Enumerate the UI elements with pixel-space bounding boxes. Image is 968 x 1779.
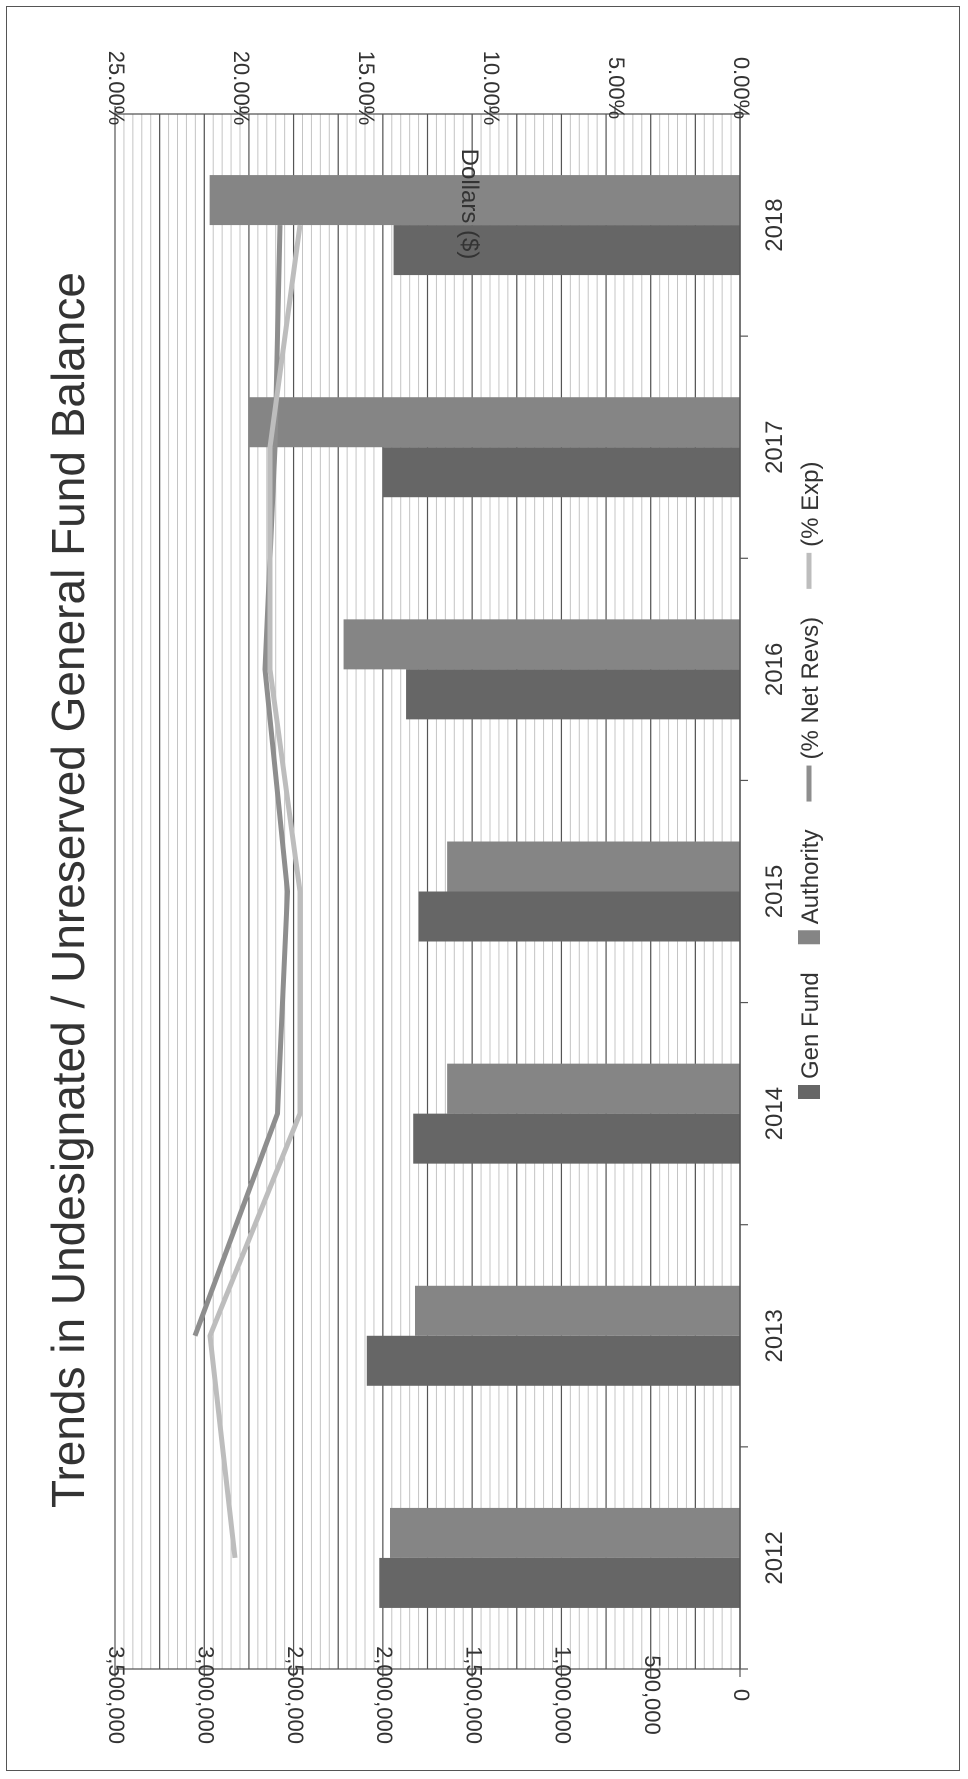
y-axis-label: Dollars ($) [456,149,483,260]
x-tick-label-2017: 2017 [761,421,788,474]
x-tick-label-2012: 2012 [761,1531,788,1584]
x-tick-label-2013: 2013 [761,1309,788,1362]
bar-authority-2018 [209,175,740,226]
axes: 2012 2013 2014 2015 2016 2017 2018 0 500,000 1,00… [104,51,788,1744]
y2-tick-label: 15.00% [354,51,379,126]
y-tick-label: 2,000,000 [372,1646,397,1744]
bar-gen-fund-2012 [379,1557,740,1608]
x-tick-label-2014: 2014 [761,1087,788,1140]
y-tick-label: 3,000,000 [193,1646,218,1744]
y-tick-label: 3,500,000 [104,1646,129,1744]
bar-authority-2017 [248,397,741,448]
y-tick-label: 1,500,000 [461,1646,486,1744]
bar-authority-2013 [415,1285,740,1336]
y-tick-label: 2,500,000 [283,1646,308,1744]
line--net-revs- [192,225,290,1337]
x-tick-label-2015: 2015 [761,865,788,918]
bar-gen-fund-2015 [418,891,740,942]
y2-tick-label: 0.00% [729,57,754,119]
bar-gen-fund-2013 [366,1335,740,1386]
legend-label-authority: Authority [797,830,824,925]
page-border [6,6,960,1771]
bar-authority-2012 [390,1507,740,1558]
bar-authority-2015 [447,841,740,892]
x-tick-label-2018: 2018 [761,198,788,251]
y-tick-label: 0 [729,1689,754,1701]
y2-tick-label: 5.00% [604,57,629,119]
legend-label--exp-: (% Exp) [797,462,824,547]
y2-tick-label: 25.00% [104,51,129,126]
bar-authority-2016 [343,619,740,670]
bar-authority-2014 [447,1063,740,1114]
legend-label--net-revs-: (% Net Revs) [797,617,824,760]
bar-gen-fund-2014 [413,1113,740,1164]
y-tick-label: 500,000 [640,1655,665,1735]
legend-swatch-gen-fund [798,1085,820,1099]
y2-tick-label: 10.00% [479,51,504,126]
chart-title: Trends in Undesignated / Unreserved Gene… [42,272,94,1508]
bar-gen-fund-2018 [393,225,740,276]
bar-gen-fund-2017 [382,447,740,498]
bar-gen-fund-2016 [406,669,740,720]
line--exp- [207,224,303,1559]
legend-swatch-authority [798,930,820,945]
bars [209,175,741,1608]
y-tick-label: 1,000,000 [551,1646,576,1744]
x-tick-label-2016: 2016 [761,643,788,696]
legend: Gen Fund Authority (% Net Revs) (% Exp) [797,462,824,1099]
legend-label-gen-fund: Gen Fund [797,972,824,1079]
y2-tick-label: 20.00% [229,51,254,126]
lines [192,224,303,1559]
